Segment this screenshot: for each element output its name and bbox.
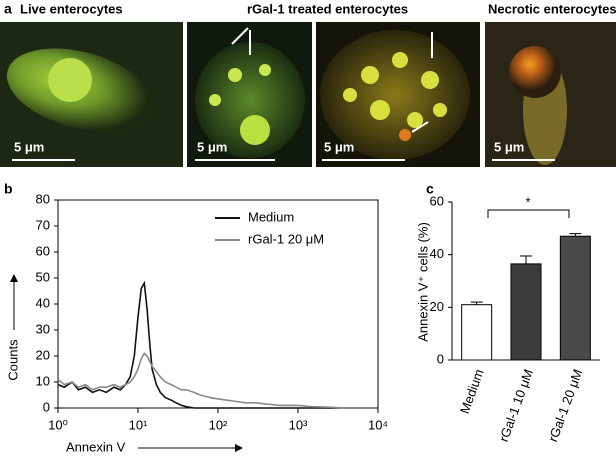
- y-axis-label: Annexin V⁺ cells (%): [415, 222, 430, 342]
- series-line: [57, 352, 361, 409]
- nucleus: [228, 68, 242, 82]
- cell: [195, 42, 305, 158]
- arrow-head: [235, 444, 243, 452]
- x-tick-label: rGal-1 20 μM: [545, 367, 585, 444]
- y-tick-label: 60: [430, 193, 444, 208]
- panel-label: c: [426, 181, 434, 197]
- nucleus: [209, 94, 221, 106]
- y-tick-label: 70: [36, 217, 50, 232]
- x-tick-label: 10⁰: [48, 417, 68, 432]
- x-tick-label: Medium: [457, 367, 487, 416]
- y-tick-label: 10: [36, 373, 50, 388]
- nucleus: [259, 64, 271, 76]
- scale-label: 5 μm: [324, 139, 354, 154]
- y-tick-label: 50: [36, 269, 50, 284]
- image-title: Necrotic enterocytes: [488, 1, 616, 16]
- nucleus: [509, 46, 561, 98]
- y-tick-label: 20: [430, 299, 444, 314]
- bar: [461, 304, 493, 361]
- scale-label: 5 μm: [14, 139, 44, 154]
- nucleus: [48, 58, 92, 102]
- x-tick-label: rGal-1 10 μM: [496, 367, 536, 444]
- annotation: *: [525, 194, 530, 209]
- image-title: Live enterocytes: [20, 1, 123, 16]
- arrow-head: [10, 274, 18, 282]
- panel-label: b: [4, 181, 13, 197]
- bar: [510, 263, 542, 361]
- x-tick-label: 10¹: [129, 417, 148, 432]
- image-title: rGal-1 treated enterocytes: [247, 1, 408, 16]
- nucleus: [240, 115, 270, 145]
- bar: [559, 235, 591, 361]
- legend-label: Medium: [248, 209, 294, 224]
- y-tick-label: 40: [430, 246, 444, 261]
- y-tick-label: 20: [36, 347, 50, 362]
- y-tick-label: 80: [36, 191, 50, 206]
- legend-label: rGal-1 20 μM: [248, 231, 324, 246]
- nuclei: [343, 52, 447, 128]
- y-tick-label: 60: [36, 243, 50, 258]
- significance-bracket: [487, 209, 570, 218]
- series-line: [57, 280, 361, 409]
- scale-label: 5 μm: [197, 139, 227, 154]
- y-tick-label: 30: [36, 321, 50, 336]
- x-tick-label: 10⁴: [368, 417, 388, 432]
- y-tick-label: 0: [43, 399, 50, 414]
- y-axis-label: Counts: [5, 339, 20, 381]
- plot-frame: [57, 199, 379, 409]
- y-tick-label: 0: [437, 351, 444, 366]
- y-tick-label: 40: [36, 295, 50, 310]
- panel-label: a: [4, 1, 12, 17]
- arrows: [231, 27, 433, 133]
- cell: [320, 30, 470, 160]
- necrotic-spot: [399, 129, 411, 141]
- x-axis-label: Annexin V: [66, 439, 126, 454]
- scale-label: 5 μm: [494, 139, 524, 154]
- x-tick-label: 10³: [289, 417, 308, 432]
- x-tick-label: 10²: [209, 417, 228, 432]
